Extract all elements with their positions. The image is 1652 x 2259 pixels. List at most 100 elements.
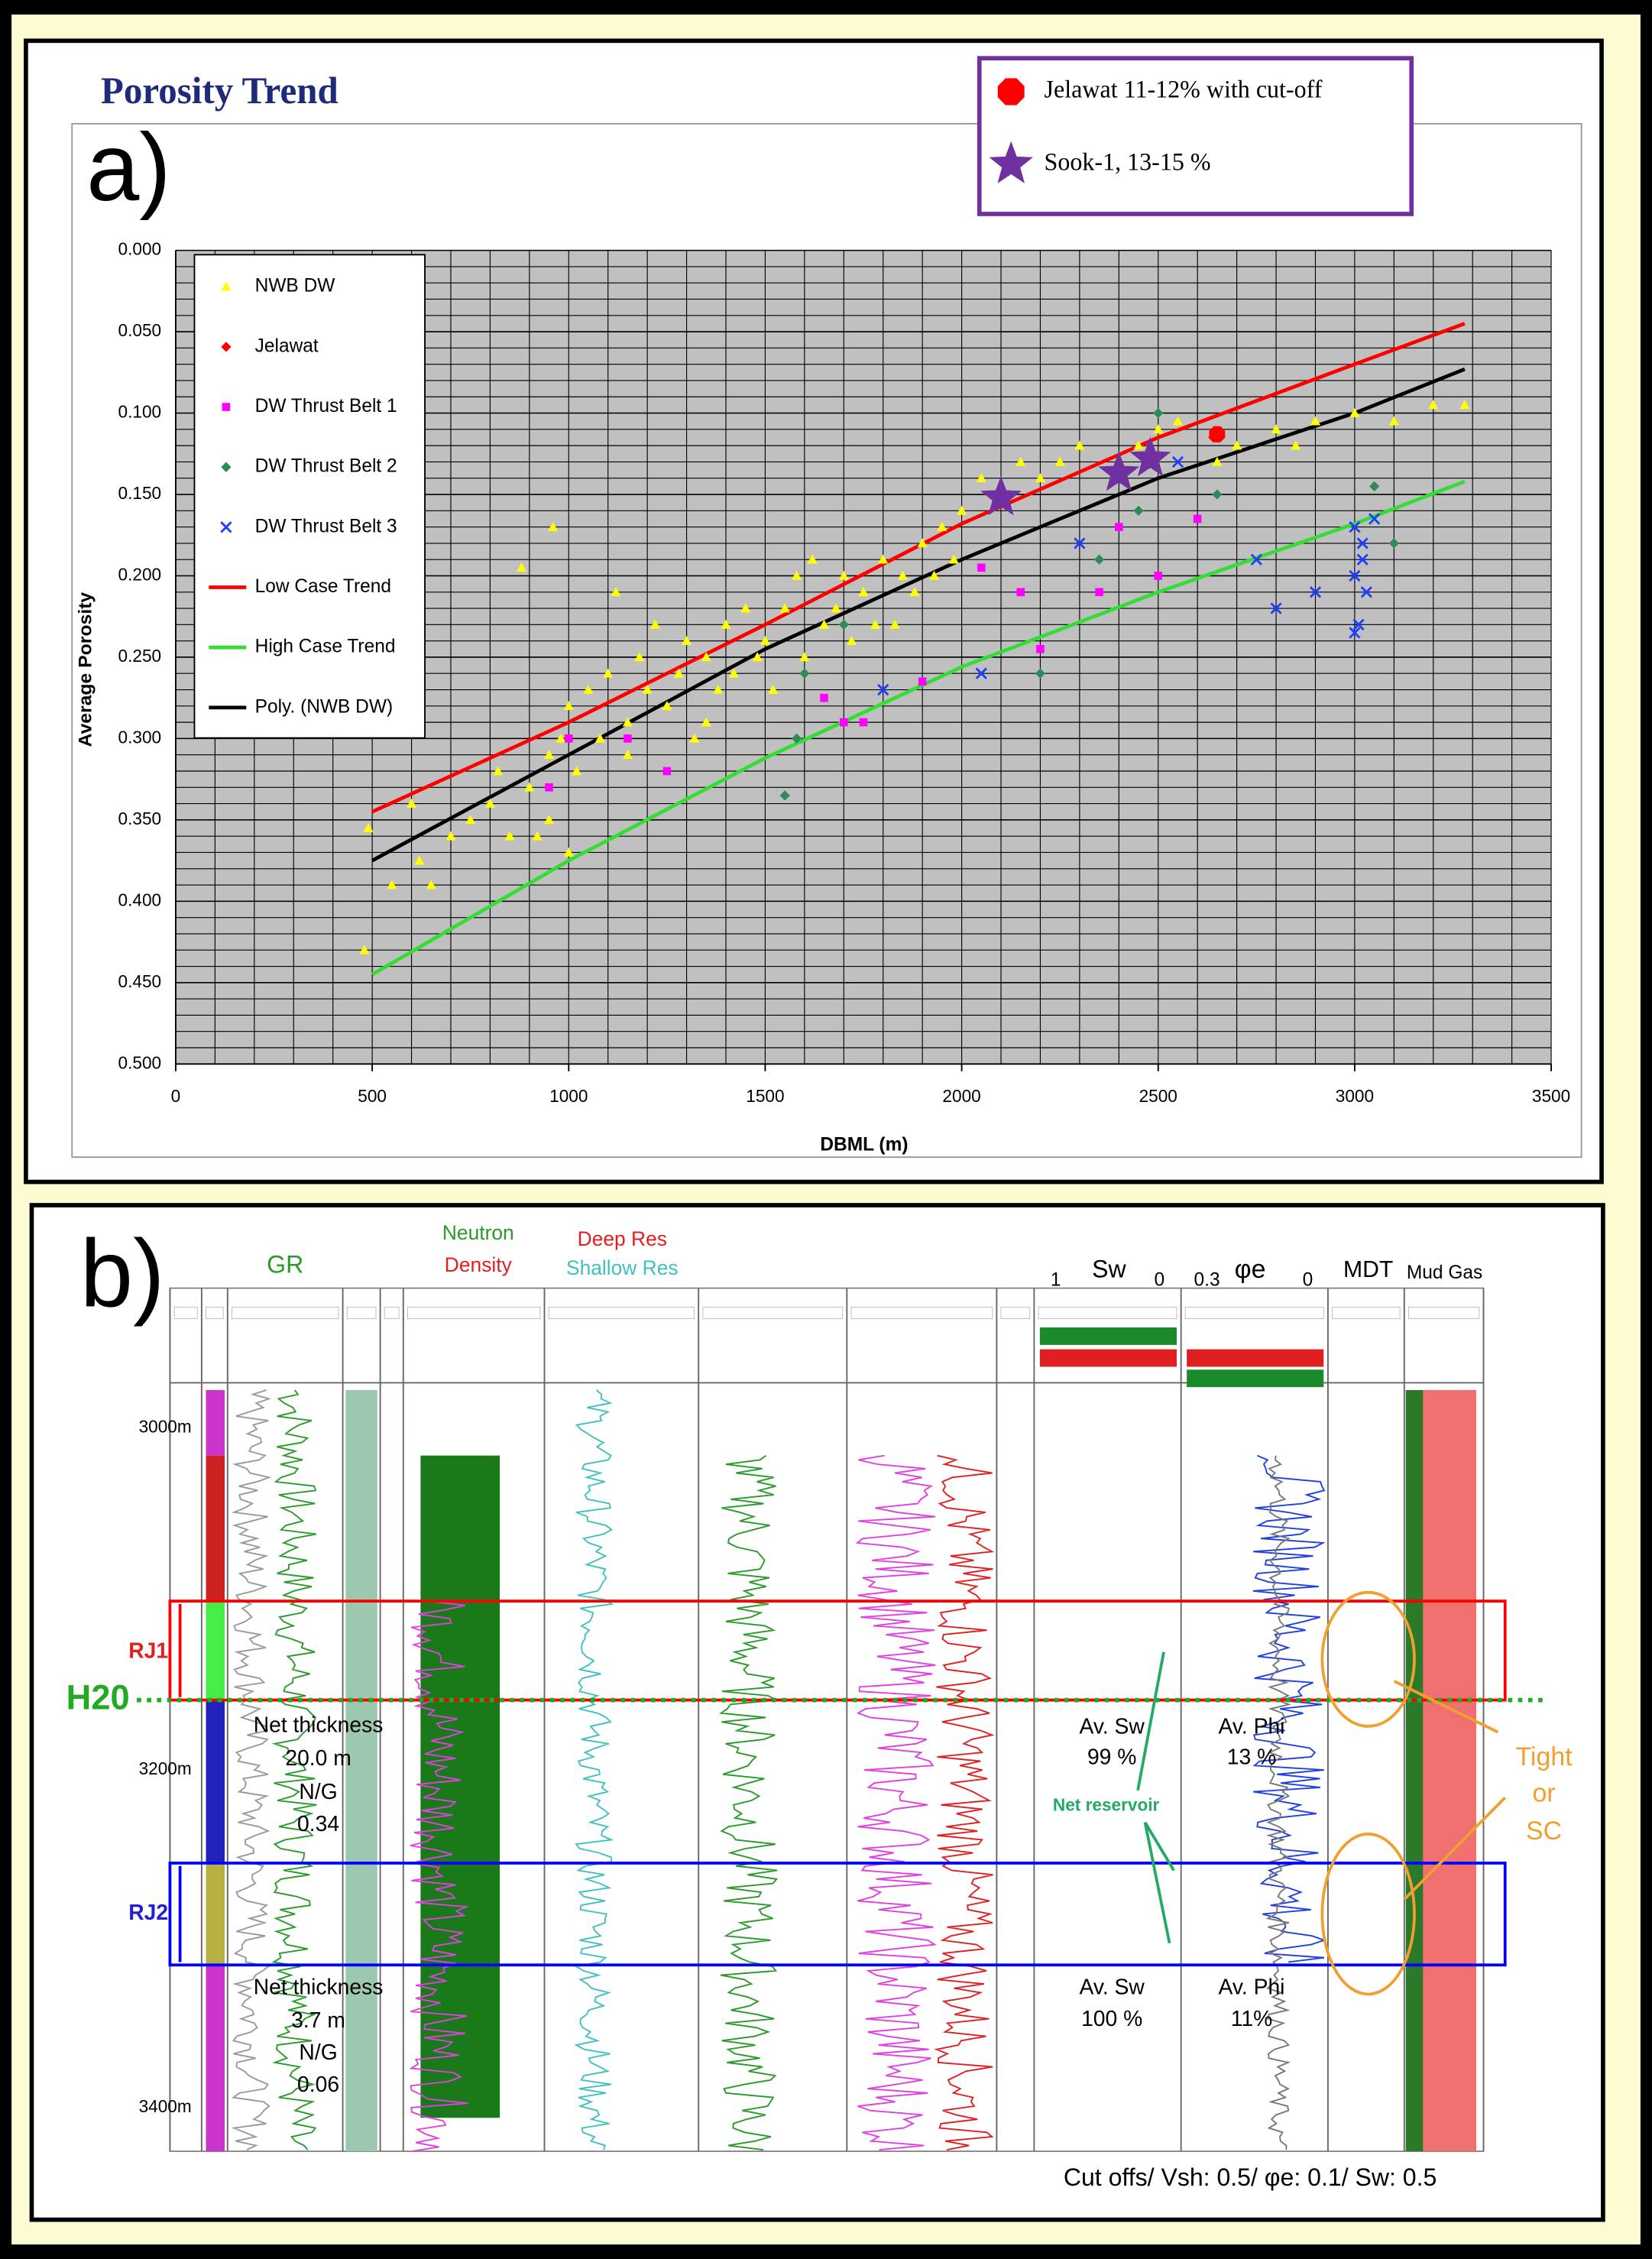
point [1212,456,1223,466]
y-tick-label: 0.300 [118,727,162,747]
point [556,733,566,743]
panel-label: b) [80,1220,165,1327]
point [624,734,632,743]
point [1154,572,1163,580]
point [594,733,606,743]
track-header-label: Shallow Res [566,1256,679,1279]
point [721,619,731,629]
point [1360,586,1372,598]
log-curve [718,1454,779,2151]
point [1428,400,1439,410]
point [1193,514,1202,523]
point [980,475,1022,516]
zone-label: RJ2 [128,1901,168,1925]
point [662,701,672,711]
point [897,570,909,580]
x-tick-label: 2500 [1139,1086,1177,1106]
point [1171,455,1184,468]
point [909,587,920,597]
legend-label: DW Thrust Belt 1 [255,396,397,416]
legend-label: DW Thrust Belt 2 [255,456,397,477]
phi-flag [1187,1369,1324,1388]
avg-phi: 13 % [1227,1745,1276,1769]
point [728,668,739,678]
track-header [232,1306,339,1320]
point [1291,440,1301,450]
net-reservoir-label: Net reservoir [1053,1795,1160,1815]
point [1153,424,1164,434]
cutoffs-note: Cut offs/ Vsh: 0.5/ φe: 0.1/ Sw: 0.5 [1064,2163,1437,2191]
point [681,635,692,645]
point [818,619,830,629]
point [1356,553,1369,566]
x-tick-label: 0 [171,1086,181,1106]
point [545,783,553,792]
point [359,945,370,954]
y-tick-label: 0.400 [118,890,162,909]
point [701,652,711,662]
track-header [1000,1306,1031,1320]
net-arrow [1143,1821,1175,1872]
y-tick-label: 0.500 [118,1052,162,1072]
track-header-label: Neutron [442,1221,514,1244]
point [649,619,661,629]
track-header-label: 0 [1303,1270,1314,1291]
point [221,281,232,291]
y-tick-label: 0.000 [118,239,162,259]
zone-column [206,1965,225,2152]
point [877,683,889,696]
track-header-label: 1 [1051,1270,1061,1291]
point [673,668,684,678]
point [564,734,573,743]
track-header [1407,1306,1480,1320]
point [1349,627,1361,639]
zone-rj2 [168,1862,1507,1967]
point [689,733,700,743]
track-header-label: Deep Res [578,1227,667,1250]
mdt-circle [1320,1832,1416,1996]
point [807,554,818,564]
track-header [850,1306,993,1320]
point [1388,538,1399,549]
y-tick-label: 0.200 [118,564,162,584]
track-header-label: MDT [1343,1257,1393,1282]
point [445,831,456,841]
depth-label: 3000m [139,1416,192,1436]
point [1349,407,1360,417]
track-header-label: φe [1235,1255,1266,1284]
point [516,562,527,572]
point [221,462,232,472]
point [928,570,940,580]
sw-flag [1039,1349,1177,1367]
point [603,668,614,678]
log-area [169,1287,1485,2153]
net-thickness: Net thickness [254,1713,384,1737]
track-header [407,1306,541,1320]
point [1209,426,1226,442]
track-header-label: 0 [1155,1270,1165,1291]
point [221,342,232,352]
trend-line [371,322,1466,814]
zone-column [206,1862,225,1966]
point [1310,416,1321,426]
point [1098,451,1140,491]
legend-layer: NWB DW Jelawat DW Thrust Belt 1 DW Thrust B… [209,75,1323,717]
point [611,587,621,597]
depth-label: 3400m [139,2096,192,2116]
point [956,505,967,515]
track-header [702,1306,844,1320]
x-tick-label: 500 [358,1086,387,1106]
x-tick-label: 3000 [1336,1086,1374,1106]
legend-label: NWB DW [255,276,336,297]
point [1115,523,1123,531]
point [799,668,810,679]
point [1015,456,1026,466]
track-header [173,1306,198,1320]
legend-inset [193,254,426,739]
point [760,635,771,645]
point [1054,456,1065,466]
net-arrow [1136,1651,1165,1791]
point [740,603,751,613]
point [838,570,849,580]
